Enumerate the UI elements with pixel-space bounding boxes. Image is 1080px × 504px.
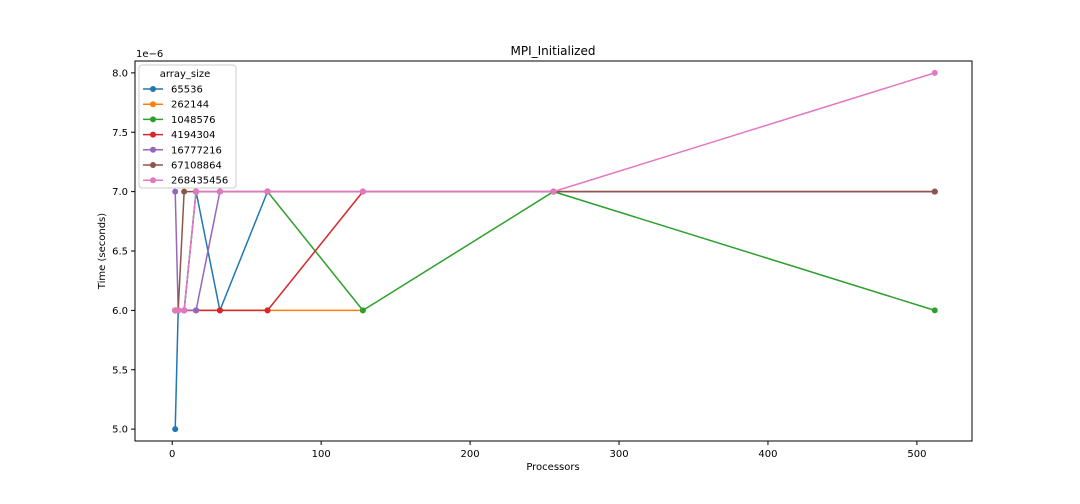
legend-label: 16777216 <box>171 145 222 156</box>
chart-title: MPI_Initialized <box>511 44 596 58</box>
data-point <box>931 69 938 76</box>
y-tick-label: 6.0 <box>112 306 128 317</box>
series-layer <box>172 69 938 433</box>
x-tick-label: 300 <box>609 449 628 460</box>
x-tick-label: 200 <box>461 449 480 460</box>
legend-marker <box>150 101 156 108</box>
x-tick-label: 0 <box>169 449 175 460</box>
data-point <box>359 188 366 195</box>
legend-marker <box>150 177 156 184</box>
y-tick-label: 7.0 <box>112 187 128 198</box>
data-point <box>931 307 938 314</box>
legend-label: 1048576 <box>171 115 216 126</box>
data-point <box>216 307 223 314</box>
legend-marker <box>150 131 156 138</box>
x-tick-label: 400 <box>758 449 777 460</box>
legend-marker <box>150 146 156 153</box>
data-point <box>216 188 223 195</box>
data-point <box>550 188 557 195</box>
y-tick-label: 5.5 <box>112 365 128 376</box>
legend-title: array_size <box>160 69 211 80</box>
x-axis: 0 100 200 300 400 500 <box>169 441 926 460</box>
y-tick-label: 8.0 <box>112 68 128 79</box>
data-point <box>359 307 366 314</box>
data-point <box>172 426 179 433</box>
legend-box <box>138 64 237 189</box>
y-offset-label: 1e−6 <box>136 49 163 60</box>
legend-label: 65536 <box>171 85 203 96</box>
legend: array_size 65536 262144 1048576 4194304 1677… <box>138 64 237 189</box>
y-tick-label: 5.0 <box>112 425 128 436</box>
legend-label: 268435456 <box>171 176 228 187</box>
data-point <box>193 188 200 195</box>
x-axis-label: Processors <box>526 462 579 473</box>
y-axis: 5.0 5.5 6.0 6.5 7.0 7.5 8.0 <box>112 68 135 436</box>
y-tick-label: 7.5 <box>112 128 128 139</box>
legend-label: 4194304 <box>171 130 216 141</box>
legend-marker <box>150 162 156 168</box>
data-point <box>264 307 271 314</box>
series-268435456 <box>172 69 938 314</box>
x-tick-label: 100 <box>312 449 331 460</box>
y-axis-label: Time (seconds) <box>97 213 108 290</box>
data-point <box>181 307 188 314</box>
legend-label: 262144 <box>171 100 209 111</box>
legend-items: 65536 262144 1048576 4194304 16777216 6710886… <box>143 85 228 187</box>
data-point <box>175 307 182 314</box>
data-point <box>193 307 200 314</box>
legend-label: 67108864 <box>171 161 222 172</box>
data-point <box>931 188 938 195</box>
legend-marker <box>150 116 156 123</box>
data-point <box>172 188 179 195</box>
x-tick-label: 500 <box>907 449 926 460</box>
y-tick-label: 6.5 <box>112 247 128 258</box>
data-point <box>181 188 188 195</box>
legend-marker <box>150 86 156 92</box>
data-point <box>264 188 271 195</box>
